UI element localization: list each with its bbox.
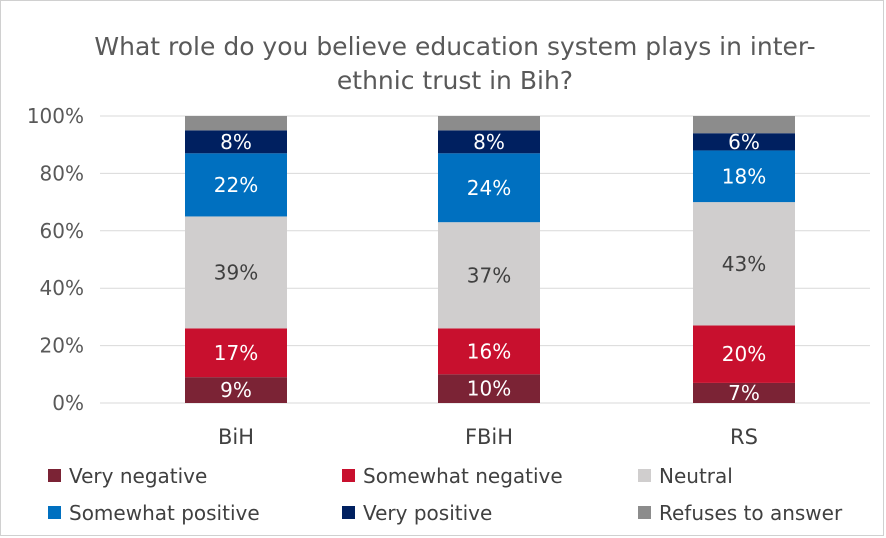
data-label: 17%: [214, 341, 258, 365]
bar-segment: [185, 130, 287, 154]
legend-label: Neutral: [659, 464, 733, 488]
chart-title-line-1: What role do you believe education syste…: [94, 32, 815, 61]
data-label: 16%: [467, 339, 511, 363]
bar-segment: [693, 150, 795, 203]
y-axis: 0% 20% 40% 60% 80% 100%: [27, 104, 84, 415]
chart-title: What role do you believe education syste…: [94, 32, 815, 95]
legend-swatch: [342, 506, 355, 519]
legend-label: Refuses to answer: [659, 501, 843, 525]
bars: 9% 17% 39% 22% 8% 10% 16% 37% 24% 8% 7% 20% 43% 18% 6%: [185, 116, 795, 405]
y-tick-label: 40%: [40, 276, 84, 300]
x-axis: BiH FBiH RS: [218, 425, 758, 449]
bar-segment: [185, 216, 287, 329]
bar-segment: [185, 116, 287, 131]
bar-segment: [438, 153, 540, 223]
data-label: 6%: [728, 130, 760, 154]
bar-segment: [185, 153, 287, 217]
data-label: 37%: [467, 263, 511, 287]
data-label: 22%: [214, 173, 258, 197]
data-label: 10%: [467, 377, 511, 401]
legend-label: Very negative: [69, 464, 207, 488]
y-tick-label: 20%: [40, 334, 84, 358]
chart-title-line-2: ethnic trust in Bih?: [337, 66, 573, 95]
data-label: 20%: [722, 342, 766, 366]
bar-segment: [438, 328, 540, 375]
data-label: 39%: [214, 260, 258, 284]
legend-label: Somewhat negative: [363, 464, 563, 488]
bar-segment: [185, 377, 287, 403]
y-tick-label: 60%: [40, 219, 84, 243]
bar-segment: [693, 116, 795, 134]
legend-label: Very positive: [363, 501, 492, 525]
legend-swatch: [48, 506, 61, 519]
data-label: 43%: [722, 252, 766, 276]
legend-swatch: [638, 469, 651, 482]
bar-segment: [185, 328, 287, 378]
legend-swatch: [342, 469, 355, 482]
bar-segment: [438, 374, 540, 403]
data-label: 24%: [467, 176, 511, 200]
x-category-label: FBiH: [465, 425, 513, 449]
bar-segment: [693, 133, 795, 151]
data-label: 18%: [722, 164, 766, 188]
x-category-label: RS: [730, 425, 758, 449]
bar-segment: [693, 202, 795, 326]
data-label: 9%: [220, 378, 252, 402]
legend-swatch: [638, 506, 651, 519]
y-tick-label: 0%: [52, 391, 84, 415]
y-tick-label: 100%: [27, 104, 84, 128]
bar-segment: [438, 222, 540, 329]
data-label: 8%: [220, 130, 252, 154]
y-tick-label: 80%: [40, 161, 84, 185]
legend-label: Somewhat positive: [69, 501, 260, 525]
data-label: 8%: [473, 130, 505, 154]
legend: Very negative Somewhat negative Neutral Som…: [48, 464, 843, 525]
bar-segment: [438, 130, 540, 154]
data-label: 7%: [728, 381, 760, 405]
bar-segment: [693, 382, 795, 403]
bar-segment: [693, 325, 795, 383]
bar-segment: [438, 116, 540, 131]
legend-swatch: [48, 469, 61, 482]
x-category-label: BiH: [218, 425, 254, 449]
